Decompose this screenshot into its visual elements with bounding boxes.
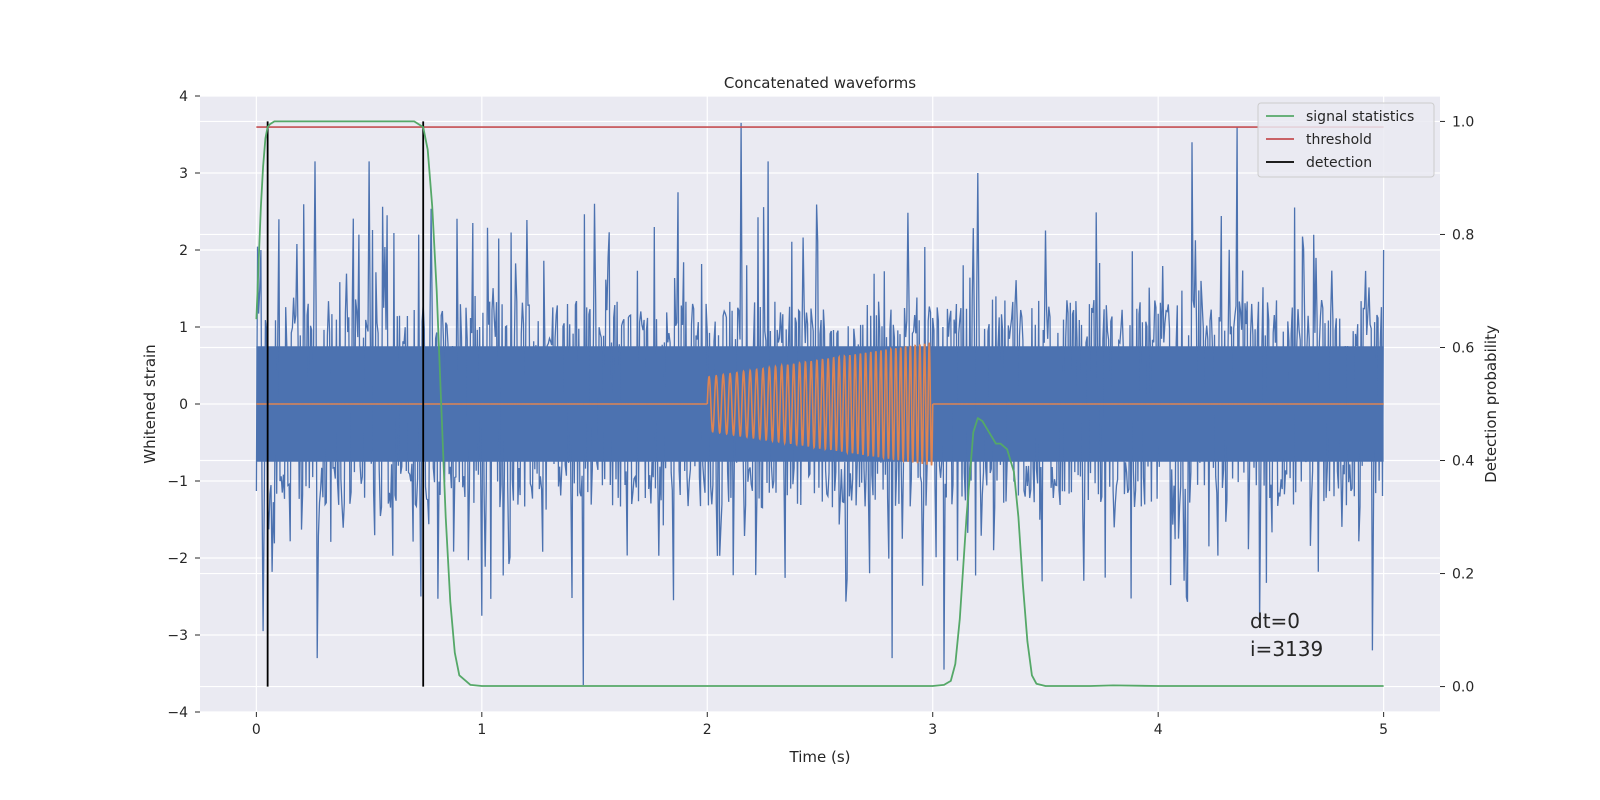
y2-tick-label-1: 0.8 [1452,227,1474,243]
y2-tick-label-5: 0.0 [1452,680,1474,696]
ticks: 0 1 2 3 4 5 4 3 2 1 0 −1 −2 −3 −4 1.0 0.8 0.6 0.4 0.2 0.0 [167,89,1474,738]
y-tick-label-6: −2 [167,551,188,567]
x-tick-label-0: 0 [252,722,261,738]
x-tick-label-1: 1 [477,722,486,738]
y-tick-label-0: 4 [179,89,188,105]
series-template [256,342,1384,466]
legend-label-signal-statistics: signal statistics [1306,109,1414,125]
legend-label-threshold: threshold [1306,132,1372,148]
y-tick-label-3: 1 [179,320,188,336]
x-tick-label-4: 4 [1154,722,1163,738]
y-tick-label-5: −1 [167,474,188,490]
y-tick-label-8: −4 [167,705,188,721]
legend-box [1257,102,1435,178]
x-axis-title: Time (s) [789,748,851,766]
y2-tick-label-3: 0.4 [1452,454,1474,470]
template-line [256,342,1384,466]
annotation: dt=0 i=3139 [1250,609,1323,661]
annotation-index: i=3139 [1250,637,1323,661]
x-tick-label-3: 3 [928,722,937,738]
x-tick-label-2: 2 [703,722,712,738]
y-tick-label-1: 3 [179,166,188,182]
legend: signal statistics threshold detection [1257,102,1435,178]
annotation-dt: dt=0 [1250,609,1300,633]
y2-tick-label-0: 1.0 [1452,114,1474,130]
chart-title: Concatenated waveforms [724,74,916,92]
y-tick-label-2: 2 [179,243,188,259]
y2-tick-label-2: 0.6 [1452,340,1474,356]
y-axis-title: Whitened strain [141,344,159,463]
legend-label-detection: detection [1306,155,1372,171]
x-tick-label-5: 5 [1379,722,1388,738]
series-signal-statistics [255,120,1384,687]
strain-line [255,122,1385,686]
y2-axis-title: Detection probability [1482,325,1500,483]
series-detection [266,121,425,687]
y2-tick-label-4: 0.2 [1452,567,1474,583]
y-tick-label-7: −3 [167,628,188,644]
y-tick-label-4: 0 [179,397,188,413]
signal-statistics-line [255,120,1384,687]
